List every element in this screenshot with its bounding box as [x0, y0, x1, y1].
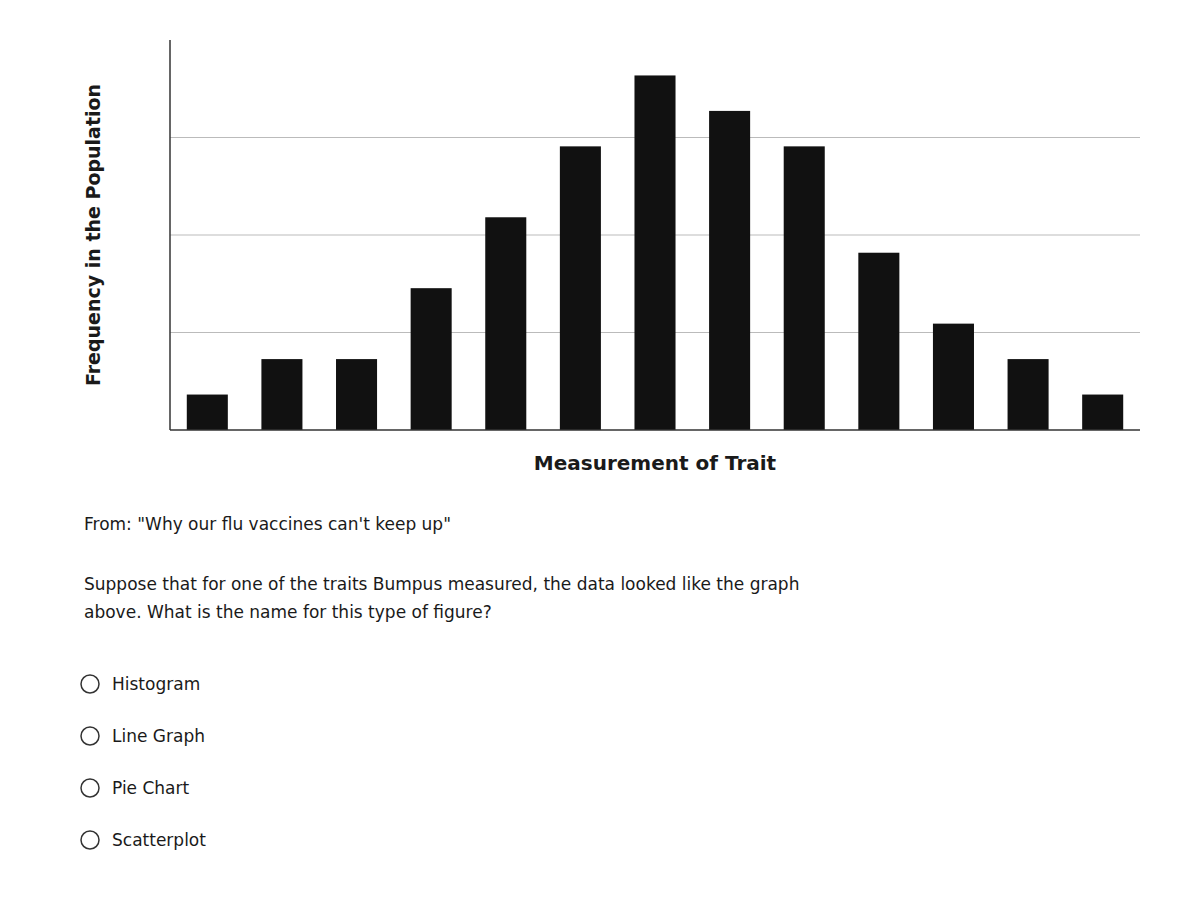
bars — [187, 75, 1123, 430]
annotation-text: above. What is the name for this type of… — [84, 602, 492, 622]
option-text[interactable]: Scatterplot — [112, 830, 206, 850]
annotation-text: Suppose that for one of the traits Bumpu… — [84, 574, 799, 594]
radio-button[interactable] — [81, 727, 99, 745]
option-text[interactable]: Pie Chart — [112, 778, 190, 798]
option-text[interactable]: Line Graph — [112, 726, 205, 746]
option-text[interactable]: Histogram — [112, 674, 200, 694]
bar — [336, 359, 377, 430]
bar — [858, 253, 899, 430]
bar — [187, 395, 228, 430]
radio-button[interactable] — [81, 779, 99, 797]
bar — [709, 111, 750, 430]
bar — [933, 324, 974, 430]
y-axis-line — [169, 40, 171, 430]
chart-svg: Measurement of Trait Frequency in the Pop… — [0, 0, 1200, 900]
radio-button[interactable] — [81, 831, 99, 849]
annotation-text: From: "Why our flu vaccines can't keep u… — [84, 514, 451, 534]
x-axis-line — [170, 429, 1140, 431]
radio-button[interactable] — [81, 675, 99, 693]
bar — [1008, 359, 1049, 430]
bar — [485, 217, 526, 430]
x-axis-label: Measurement of Trait — [534, 451, 777, 475]
bar — [634, 75, 675, 430]
bar — [784, 146, 825, 430]
bar — [560, 146, 601, 430]
bar — [261, 359, 302, 430]
y-axis-label: Frequency in the Population — [82, 84, 104, 386]
chart-container: Measurement of Trait Frequency in the Pop… — [0, 0, 1200, 900]
bar — [1082, 395, 1123, 430]
bar — [411, 288, 452, 430]
